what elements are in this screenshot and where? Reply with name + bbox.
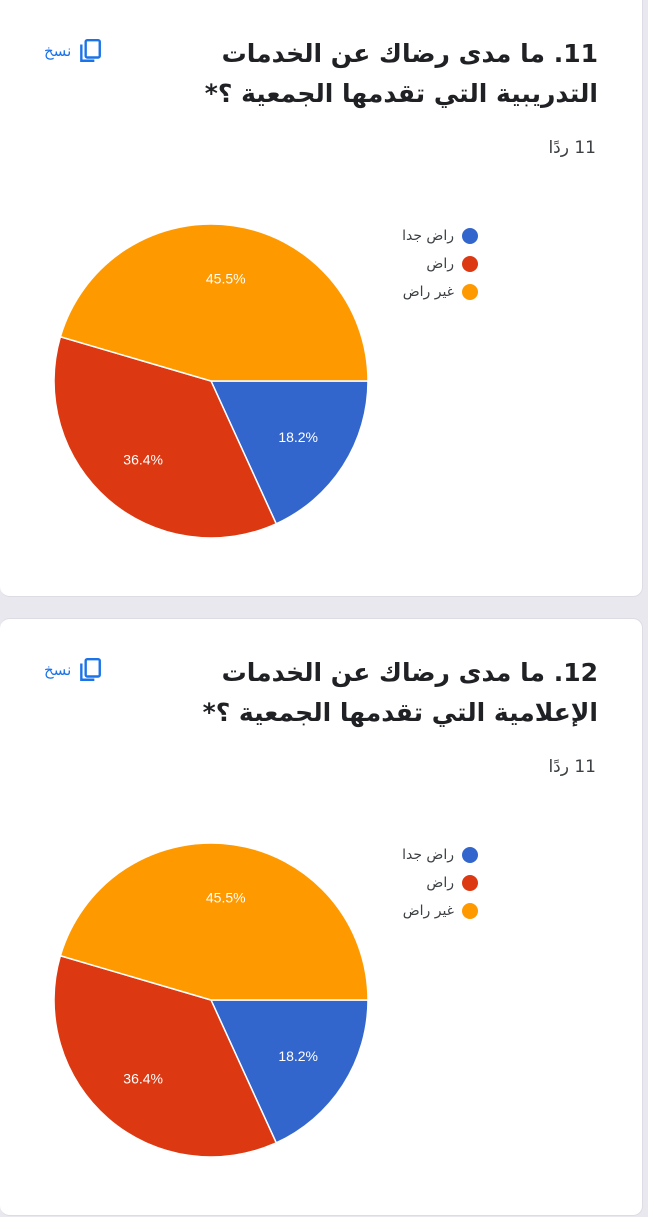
legend-item-satisfied[interactable]: راض bbox=[402, 869, 478, 897]
question-title: 12. ما مدى رضاك عن الخدمات الإعلامية الت… bbox=[178, 653, 598, 733]
legend-label: راض جدا bbox=[402, 847, 454, 863]
pie-chart: 18.2% 36.4% 45.5% bbox=[53, 223, 369, 539]
legend-dot-blue bbox=[462, 847, 478, 863]
legend-dot-red bbox=[462, 875, 478, 891]
slice-label-satisfied: 36.4% bbox=[123, 451, 163, 467]
pie-chart: 18.2% 36.4% 45.5% bbox=[53, 842, 369, 1158]
legend-item-satisfied[interactable]: راض bbox=[402, 250, 478, 278]
legend-dot-orange bbox=[462, 284, 478, 300]
question-number: 11. bbox=[553, 39, 598, 68]
question-card-12: نسخ 12. ما مدى رضاك عن الخدمات الإعلامية… bbox=[0, 618, 643, 1216]
question-number: 12. bbox=[553, 658, 598, 687]
legend-dot-red bbox=[462, 256, 478, 272]
copy-button[interactable]: نسخ bbox=[44, 657, 103, 683]
question-title-line1: ما مدى رضاك عن الخدمات bbox=[221, 658, 545, 687]
legend-item-not-satisfied[interactable]: غير راض bbox=[402, 278, 478, 306]
legend-label: راض bbox=[426, 256, 454, 272]
copy-label: نسخ bbox=[44, 42, 72, 60]
slice-label-very-satisfied: 18.2% bbox=[278, 1048, 318, 1064]
slice-label-not-satisfied: 45.5% bbox=[206, 889, 246, 905]
question-title-line2: التدريبية التي تقدمها الجمعية ؟* bbox=[204, 79, 598, 108]
pie-slice-very-satisfied[interactable] bbox=[209, 380, 369, 525]
slice-label-satisfied: 36.4% bbox=[123, 1070, 163, 1086]
pie-slice-not-satisfied[interactable] bbox=[59, 223, 369, 382]
chart-legend: راض جدا راض غير راض bbox=[402, 222, 478, 306]
chart-legend: راض جدا راض غير راض bbox=[402, 841, 478, 925]
legend-label: راض bbox=[426, 875, 454, 891]
copy-label: نسخ bbox=[44, 661, 72, 679]
legend-item-very-satisfied[interactable]: راض جدا bbox=[402, 222, 478, 250]
legend-label: غير راض bbox=[402, 284, 454, 300]
question-title: 11. ما مدى رضاك عن الخدمات التدريبية الت… bbox=[178, 34, 598, 114]
response-count: 11 ردًا bbox=[548, 138, 596, 158]
legend-dot-orange bbox=[462, 903, 478, 919]
pie-slice-satisfied[interactable] bbox=[53, 954, 278, 1158]
slice-label-very-satisfied: 18.2% bbox=[278, 429, 318, 445]
legend-item-not-satisfied[interactable]: غير راض bbox=[402, 897, 478, 925]
pie-slice-very-satisfied[interactable] bbox=[209, 999, 369, 1144]
slice-label-not-satisfied: 45.5% bbox=[206, 270, 246, 286]
copy-icon bbox=[80, 657, 102, 681]
copy-icon bbox=[80, 38, 102, 62]
legend-item-very-satisfied[interactable]: راض جدا bbox=[402, 841, 478, 869]
legend-label: غير راض bbox=[402, 903, 454, 919]
copy-button[interactable]: نسخ bbox=[44, 38, 103, 64]
response-count: 11 ردًا bbox=[548, 757, 596, 777]
question-card-11: نسخ 11. ما مدى رضاك عن الخدمات التدريبية… bbox=[0, 0, 643, 597]
legend-dot-blue bbox=[462, 228, 478, 244]
pie-slice-not-satisfied[interactable] bbox=[59, 842, 369, 1001]
question-title-line1: ما مدى رضاك عن الخدمات bbox=[221, 39, 545, 68]
legend-label: راض جدا bbox=[402, 228, 454, 244]
question-title-line2: الإعلامية التي تقدمها الجمعية ؟* bbox=[202, 698, 598, 727]
pie-slice-satisfied[interactable] bbox=[53, 335, 278, 539]
